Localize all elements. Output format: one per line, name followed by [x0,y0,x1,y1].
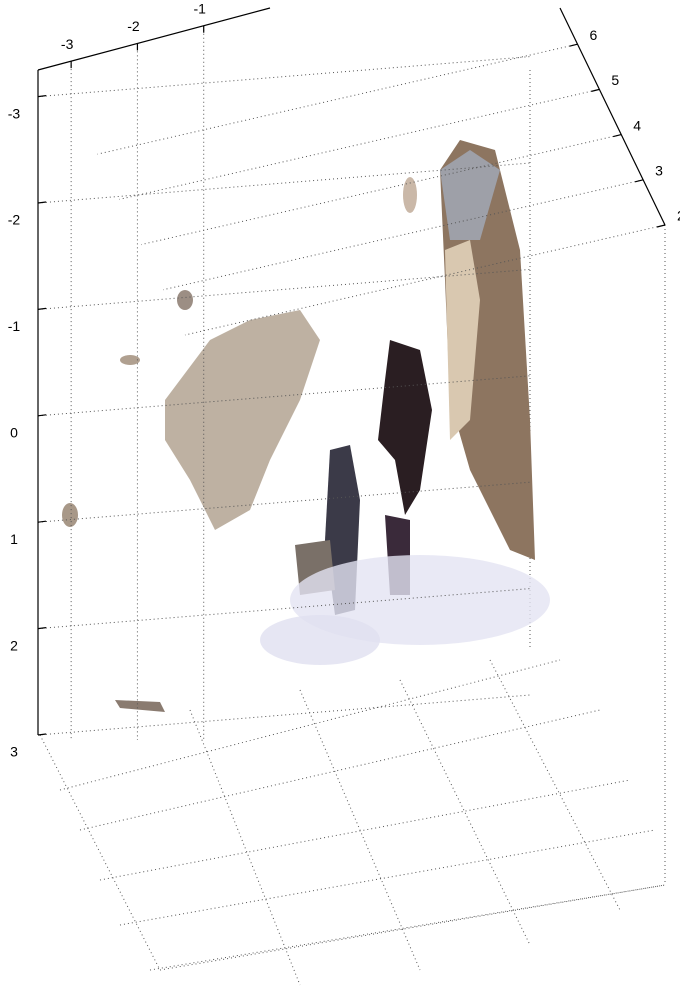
x-tick-label: -1 [193,0,206,16]
grid-line [141,135,621,245]
point-cloud [62,140,550,712]
y-tick-label: 3 [10,744,18,760]
floor-line [150,885,665,970]
floor-points [260,615,380,665]
y-tick-label: -3 [8,105,21,121]
tick-mark [38,96,46,97]
grid-line [119,89,599,199]
chart: -3-2-10123-3-2-123456 [0,0,680,991]
tick-mark [613,135,621,137]
tick-mark [38,308,46,309]
person [378,340,432,515]
y-tick-label: 2 [10,637,18,653]
grid-line [38,695,530,735]
y-tick-label: 1 [10,531,18,547]
floor-line [490,660,620,910]
tick-mark [38,734,46,735]
tick-mark [38,628,46,629]
floor-line [40,735,160,970]
grid-line [38,482,530,522]
tick-mark [657,225,665,227]
z-tick-label: 3 [655,162,663,178]
tick-mark [591,89,599,91]
floor-line [160,885,665,970]
y-tick-label: -1 [8,318,21,334]
floor-line [120,830,655,925]
grid-line [185,225,665,335]
y-tick-label: 0 [10,425,18,441]
tick-mark [570,44,578,46]
cloud-region [177,290,193,310]
tick-mark [38,521,46,522]
tick-mark [635,180,643,182]
cloud-region [403,177,417,213]
floor-line [100,780,630,880]
floor-line [300,690,420,970]
floor-line [80,710,600,830]
x-tick-label: -2 [127,18,140,34]
y-tick-label: -2 [8,212,21,228]
floor-line [60,660,560,790]
z-tick-label: 4 [633,117,641,133]
x-tick-label: -3 [61,36,74,52]
floor-line [190,710,300,985]
z-tick-label: 6 [590,27,598,43]
z-axis [560,8,665,225]
grid-line [98,44,578,154]
tick-mark [38,415,46,416]
cloud-region [115,700,165,712]
tick-mark [38,202,46,203]
cloud-region [165,310,320,530]
floor-line [400,680,530,945]
z-tick-label: 5 [611,72,619,88]
cloud-region [62,503,78,527]
grid-line [38,57,530,97]
